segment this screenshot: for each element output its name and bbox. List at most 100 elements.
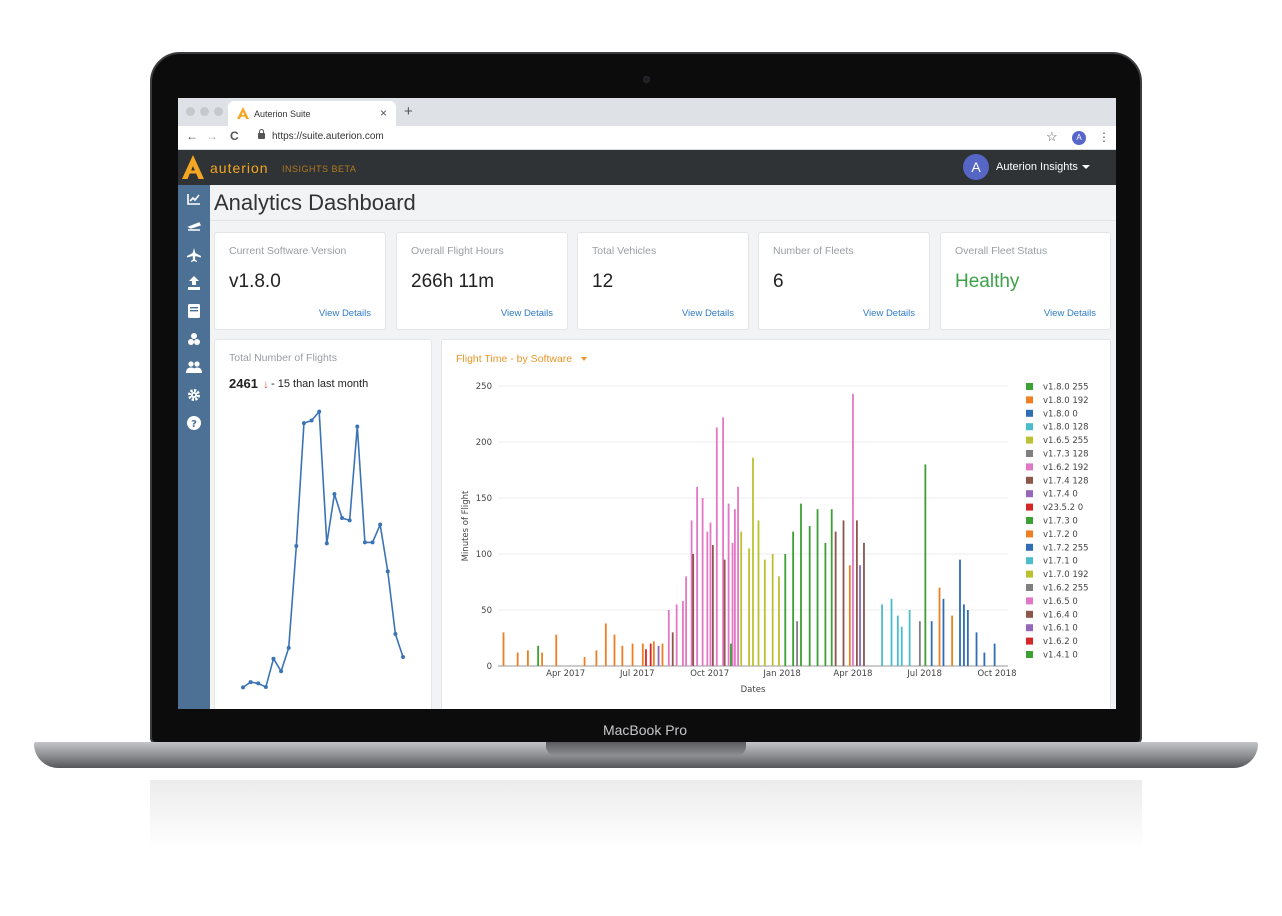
chevron-down-icon[interactable] — [1082, 165, 1090, 169]
app-header: auterion INSIGHTS BETA A Auterion Insigh… — [178, 150, 1116, 185]
legend-label[interactable]: v1.7.2 0 — [1043, 530, 1078, 540]
chart-selector[interactable]: Flight Time - by Software — [456, 353, 573, 365]
user-menu[interactable]: Auterion Insights — [996, 161, 1078, 173]
device-label: MacBook Pro — [602, 722, 688, 738]
view-details-link[interactable]: View Details — [500, 308, 553, 319]
auterion-logo-icon[interactable] — [182, 155, 204, 179]
book-icon — [188, 304, 200, 318]
sidebar-item-settings[interactable] — [178, 381, 210, 409]
chevron-down-icon[interactable] — [581, 357, 587, 361]
stat-label: Current Software Version — [229, 245, 347, 257]
y-tick-label: 250 — [476, 382, 492, 392]
screen: Auterion Suite × + ← → C https://suite.a… — [178, 98, 1116, 709]
page-title: Analytics Dashboard — [214, 190, 416, 215]
sidebar-item-analytics[interactable] — [178, 185, 210, 213]
window-minimize-button[interactable] — [200, 107, 209, 116]
sidebar-item-logs[interactable] — [178, 297, 210, 325]
legend-label[interactable]: v1.7.4 128 — [1043, 476, 1089, 486]
app-subtitle: INSIGHTS BETA — [282, 164, 357, 174]
flight-time-panel: Flight Time - by Software 0 50 100 150 200 25… — [441, 339, 1111, 709]
users-icon — [186, 361, 202, 373]
bar — [963, 604, 965, 666]
bar — [711, 545, 714, 666]
legend-label[interactable]: v1.7.0 192 — [1043, 570, 1089, 580]
legend-label[interactable]: v1.6.1 0 — [1043, 624, 1078, 634]
legend-label[interactable]: v1.7.1 0 — [1043, 557, 1078, 567]
stat-value: 266h 11m — [411, 271, 495, 292]
reload-icon[interactable]: C — [230, 129, 239, 143]
sidebar-item-flights[interactable] — [178, 213, 210, 241]
user-avatar[interactable]: A — [963, 154, 989, 180]
kebab-icon[interactable]: ⋮ — [1098, 130, 1110, 144]
url-input[interactable]: https://suite.auterion.com — [272, 131, 384, 142]
stat-label: Overall Flight Hours — [411, 245, 504, 257]
star-icon[interactable]: ☆ — [1046, 129, 1058, 144]
legend-label[interactable]: v1.6.2 255 — [1043, 584, 1089, 594]
x-tick-label: Oct 2017 — [690, 669, 729, 679]
bar — [830, 509, 833, 666]
browser-tab[interactable]: Auterion Suite × — [228, 101, 396, 126]
legend-label[interactable]: v1.8.0 192 — [1043, 396, 1089, 406]
bar — [993, 643, 996, 666]
bar — [621, 645, 624, 666]
back-icon[interactable]: ← — [186, 129, 198, 143]
view-details-link[interactable]: View Details — [862, 308, 915, 319]
flights-point — [385, 569, 390, 574]
legend-swatch — [1026, 409, 1033, 417]
bar — [938, 587, 941, 666]
flights-point — [401, 655, 405, 660]
window-close-button[interactable] — [186, 107, 195, 116]
laptop-notch — [546, 742, 746, 756]
view-details-link[interactable]: View Details — [681, 308, 734, 319]
desk-reflection — [150, 780, 1142, 850]
legend-label[interactable]: v1.7.2 255 — [1043, 543, 1089, 553]
stat-card-fleet-status: Overall Fleet Status Healthy View Detail… — [940, 232, 1111, 330]
bar — [701, 498, 704, 666]
legend-label[interactable]: v1.6.5 0 — [1043, 597, 1078, 607]
legend-label[interactable]: v1.6.2 192 — [1043, 463, 1089, 473]
y-tick-label: 100 — [476, 550, 492, 560]
bar — [595, 650, 598, 666]
tab-close-icon[interactable]: × — [379, 106, 387, 120]
legend-label[interactable]: v1.8.0 255 — [1043, 383, 1089, 393]
window-maximize-button[interactable] — [214, 107, 223, 116]
legend-swatch — [1026, 503, 1033, 511]
legend-label[interactable]: v1.6.2 0 — [1043, 637, 1078, 647]
bar — [649, 643, 652, 666]
bar — [682, 601, 684, 666]
sidebar-item-users[interactable] — [178, 353, 210, 381]
view-details-link[interactable]: View Details — [1043, 308, 1096, 319]
legend-label[interactable]: v1.7.3 128 — [1043, 450, 1089, 460]
bar — [975, 632, 978, 666]
legend-label[interactable]: v1.6.5 255 — [1043, 436, 1089, 446]
sidebar-item-help[interactable]: ? — [178, 409, 210, 437]
legend-label[interactable]: v1.7.4 0 — [1043, 490, 1078, 500]
flights-point — [332, 492, 337, 496]
sidebar-item-fleets[interactable] — [178, 325, 210, 353]
profile-avatar[interactable]: A — [1072, 131, 1086, 145]
bar — [723, 559, 726, 666]
sidebar-item-vehicles[interactable] — [178, 241, 210, 269]
flights-point — [340, 516, 345, 521]
legend-label[interactable]: v1.8.0 0 — [1043, 409, 1078, 419]
legend-label[interactable]: v23.5.2 0 — [1043, 503, 1083, 513]
view-details-link[interactable]: View Details — [318, 308, 371, 319]
flights-count: 2461 — [229, 376, 258, 391]
bar — [502, 632, 505, 666]
bar — [834, 531, 837, 666]
legend-label[interactable]: v1.4.1 0 — [1043, 651, 1078, 661]
bar — [778, 576, 780, 666]
forward-icon[interactable]: → — [206, 129, 218, 143]
bar — [709, 522, 712, 666]
legend-label[interactable]: v1.7.3 0 — [1043, 517, 1078, 527]
flights-point — [370, 540, 375, 545]
new-tab-button[interactable]: + — [404, 103, 413, 120]
sidebar-item-upload[interactable] — [178, 269, 210, 297]
legend-swatch — [1026, 543, 1033, 551]
legend-label[interactable]: v1.8.0 128 — [1043, 423, 1089, 433]
bar — [816, 509, 819, 666]
bar — [966, 610, 969, 666]
legend-label[interactable]: v1.6.4 0 — [1043, 610, 1078, 620]
bar — [667, 610, 670, 666]
